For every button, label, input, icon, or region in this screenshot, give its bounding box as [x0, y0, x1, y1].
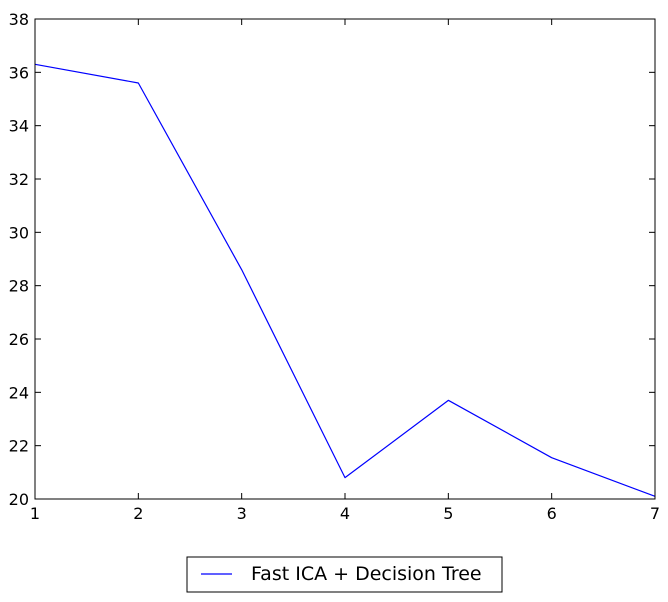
y-tick-label: 26 — [9, 330, 29, 349]
y-tick-label: 32 — [9, 170, 29, 189]
x-tick-label: 3 — [237, 504, 247, 523]
legend-label: Fast ICA + Decision Tree — [251, 563, 482, 585]
y-tick-label: 34 — [9, 117, 29, 136]
x-tick-label: 5 — [443, 504, 453, 523]
y-axis-ticks: 20 22 24 26 28 30 32 34 36 38 — [9, 10, 655, 509]
plot-area-frame — [34, 18, 656, 500]
y-tick-label: 28 — [9, 277, 29, 296]
y-tick-label: 24 — [9, 383, 29, 402]
y-tick-label: 38 — [9, 10, 29, 29]
y-tick-label: 30 — [9, 223, 29, 242]
y-tick-label: 22 — [9, 437, 29, 456]
x-tick-label: 6 — [547, 504, 557, 523]
series-line — [34, 63, 656, 497]
legend: Fast ICA + Decision Tree — [186, 556, 503, 593]
x-tick-label: 7 — [650, 504, 660, 523]
y-tick-label: 20 — [9, 490, 29, 509]
y-tick-label: 36 — [9, 63, 29, 82]
x-tick-label: 4 — [340, 504, 350, 523]
x-tick-label: 1 — [30, 504, 40, 523]
plot-series — [34, 63, 656, 497]
legend-box — [186, 556, 503, 593]
x-tick-label: 2 — [133, 504, 143, 523]
x-axis-ticks: 1 2 3 4 5 6 7 — [30, 19, 660, 523]
